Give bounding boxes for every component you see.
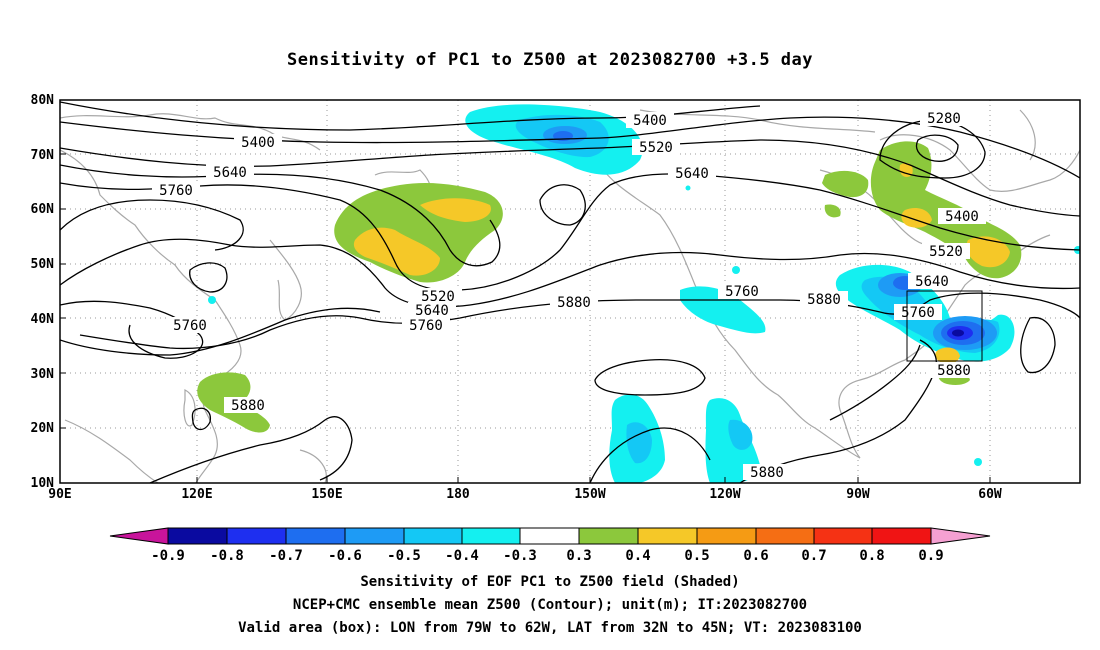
contour-label: 5640: [908, 273, 956, 290]
colorbar-arrow-high: [930, 527, 991, 545]
lat-label: 40N: [31, 312, 55, 327]
svg-text:5640: 5640: [415, 303, 449, 319]
contour-label: 5640: [668, 165, 716, 182]
colorbar-label: 0.8: [859, 548, 884, 564]
colorbar-swatch: [637, 527, 698, 545]
svg-text:5760: 5760: [159, 183, 193, 199]
svg-text:5760: 5760: [901, 305, 935, 321]
lon-label: 150W: [574, 487, 605, 502]
svg-text:5640: 5640: [213, 165, 247, 181]
colorbar-swatch: [696, 527, 757, 545]
colorbar-swatch: [755, 527, 815, 545]
svg-text:5400: 5400: [945, 209, 979, 225]
svg-text:5880: 5880: [807, 292, 841, 308]
lon-label: 120W: [709, 487, 740, 502]
map-title: Sensitivity of PC1 to Z500 at 2023082700…: [286, 50, 813, 70]
contour-label: 5640: [206, 164, 254, 181]
contour-label: 5400: [938, 208, 986, 225]
lon-label: 120E: [181, 487, 212, 502]
colorbar-swatch: [813, 527, 873, 545]
colorbar-label: -0.4: [445, 548, 479, 564]
colorbar-label: 0.3: [566, 548, 591, 564]
colorbar-swatch: [344, 527, 405, 545]
svg-text:5880: 5880: [937, 363, 971, 379]
lat-label: 20N: [31, 421, 55, 436]
svg-text:5880: 5880: [231, 398, 265, 414]
caption-valid-area: Valid area (box): LON from 79W to 62W, L…: [238, 620, 862, 636]
lat-label: 50N: [31, 257, 55, 272]
lon-label: 90E: [48, 487, 71, 502]
colorbar-label: 0.9: [918, 548, 943, 564]
svg-text:5400: 5400: [241, 135, 275, 151]
contour-label: 5520: [632, 139, 680, 156]
caption-shading: Sensitivity of EOF PC1 to Z500 field (Sh…: [360, 574, 740, 590]
svg-text:5640: 5640: [915, 274, 949, 290]
colorbar-label: -0.8: [210, 548, 244, 564]
contour-label: 5880: [224, 397, 272, 414]
svg-text:5640: 5640: [675, 166, 709, 182]
colorbar-arrow-low: [109, 527, 169, 545]
colorbar-swatch: [871, 527, 932, 545]
svg-text:5760: 5760: [409, 318, 443, 334]
caption-contour: NCEP+CMC ensemble mean Z500 (Contour); u…: [292, 597, 808, 613]
contour-label: 5400: [626, 112, 674, 129]
lat-label: 60N: [31, 202, 55, 217]
colorbar-swatch: [167, 527, 228, 545]
contour-label: 5400: [234, 134, 282, 151]
colorbar-swatch: [461, 527, 521, 545]
svg-text:5520: 5520: [421, 289, 455, 305]
colorbar-label: 0.4: [625, 548, 650, 564]
colorbar-label: -0.5: [387, 548, 421, 564]
contour-label: 5760: [402, 317, 450, 334]
contour-label: 5880: [550, 294, 598, 311]
axis-ticks: [59, 99, 991, 484]
contour-label: 5880: [743, 464, 791, 481]
colorbar-swatch: [403, 527, 463, 545]
lat-label: 70N: [31, 148, 55, 163]
lon-label: 90W: [846, 487, 870, 502]
contour-label: 5760: [894, 304, 942, 321]
colorbar-swatch: [285, 527, 346, 545]
colorbar-swatch: [226, 527, 287, 545]
contour-label: 5880: [930, 362, 978, 379]
contour-label: 5880: [800, 291, 848, 308]
svg-text:5280: 5280: [927, 111, 961, 127]
svg-text:5400: 5400: [633, 113, 667, 129]
contour-label: 5760: [718, 283, 766, 300]
contour-label: 5280: [920, 110, 968, 127]
lon-label: 180: [446, 487, 470, 502]
contour-label: 5640: [408, 302, 456, 319]
colorbar-swatch: [519, 527, 580, 545]
map-frame: [59, 99, 1081, 484]
contour-label: 5520: [922, 243, 970, 260]
lat-label: 10N: [31, 476, 55, 491]
colorbar: [109, 527, 991, 545]
colorbar-label: -0.6: [328, 548, 362, 564]
svg-text:5520: 5520: [929, 244, 963, 260]
colorbar-label: -0.9: [151, 548, 185, 564]
contour-label: 5520: [414, 288, 462, 305]
valid-area-box: [906, 290, 983, 362]
colorbar-label: -0.3: [503, 548, 537, 564]
colorbar-label: -0.7: [269, 548, 303, 564]
svg-text:5760: 5760: [173, 318, 207, 334]
svg-text:5760: 5760: [725, 284, 759, 300]
lat-label: 30N: [31, 367, 55, 382]
colorbar-label: 0.6: [743, 548, 768, 564]
svg-text:5520: 5520: [639, 140, 673, 156]
colorbar-swatch: [578, 527, 639, 545]
contour-label: 5760: [166, 317, 214, 334]
colorbar-label: 0.5: [684, 548, 709, 564]
colorbar-label: 0.7: [801, 548, 826, 564]
lat-label: 80N: [31, 93, 55, 108]
svg-text:5880: 5880: [750, 465, 784, 481]
contour-label: 5760: [152, 182, 200, 199]
lon-label: 150E: [311, 487, 342, 502]
lon-label: 60W: [978, 487, 1002, 502]
svg-text:5880: 5880: [557, 295, 591, 311]
